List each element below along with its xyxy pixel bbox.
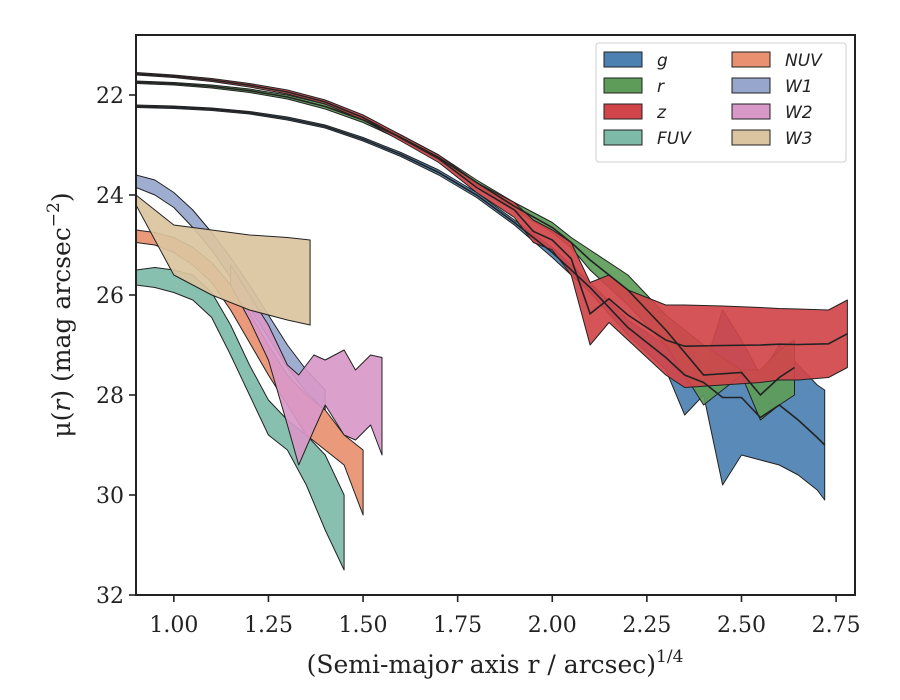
x-tick-label: 1.75 <box>433 613 482 638</box>
band-w2 <box>230 264 383 466</box>
y-axis-label-italic: r <box>47 398 76 412</box>
legend-swatch-g <box>603 51 643 68</box>
band-g <box>136 104 826 501</box>
legend-label-r: r <box>657 77 665 97</box>
x-axis-label: (Semi-major axis r / arcsec)1/4 <box>307 647 684 679</box>
legend-swatch-w1 <box>731 77 771 94</box>
y-axis-label-part1: μ( <box>47 412 76 438</box>
legend-swatch-fuv <box>603 129 643 146</box>
x-axis-ticks: 1.00 1.25 1.50 1.75 2.00 2.25 2.50 2.75 <box>149 595 861 638</box>
legend-swatch-w2 <box>731 103 771 120</box>
x-tick-label: 1.00 <box>149 613 198 638</box>
curve-r <box>136 81 795 397</box>
legend-swatch-r <box>603 77 643 94</box>
y-axis-label-part3: ) (mag arcsec <box>47 227 76 400</box>
y-axis-label-exponent: −2 <box>44 202 64 227</box>
legend-label-w3: W3 <box>785 129 813 149</box>
x-tick-label: 2.50 <box>717 613 766 638</box>
profile-curve-layer <box>136 73 848 446</box>
x-axis-label-part3: axis r / arcsec) <box>462 650 656 679</box>
x-tick-label: 2.75 <box>812 613 861 638</box>
legend-swatch-w3 <box>731 129 771 146</box>
y-tick-label: 24 <box>96 184 124 209</box>
x-axis-label-part1: (Semi-majo <box>307 650 450 679</box>
y-tick-label: 30 <box>96 484 124 509</box>
legend-label-z: z <box>656 103 667 123</box>
profile-fill-layer <box>136 72 848 571</box>
legend-label-nuv: NUV <box>785 51 823 71</box>
legend-swatch-nuv <box>731 51 771 68</box>
y-axis-label: μ(r) (mag arcsec−2) <box>44 192 76 437</box>
x-tick-label: 1.25 <box>244 613 293 638</box>
legend-label-w1: W1 <box>785 77 813 97</box>
legend-box <box>595 42 847 163</box>
legend-swatch-z <box>603 103 643 120</box>
x-axis-label-exponent: 1/4 <box>656 647 683 667</box>
x-tick-label: 1.50 <box>339 613 388 638</box>
y-axis-label-close: ) <box>47 192 76 202</box>
y-tick-label: 26 <box>96 284 124 309</box>
y-tick-label: 32 <box>96 584 124 609</box>
plot-frame <box>135 34 856 596</box>
y-tick-label: 22 <box>96 84 124 109</box>
legend: grz FUV NUV W1 W2 W3 <box>595 42 847 163</box>
legend-label-w2: W2 <box>785 103 813 123</box>
y-tick-label: 28 <box>96 384 124 409</box>
x-tick-label: 2.00 <box>528 613 577 638</box>
y-axis-ticks: 22 24 26 28 30 32 <box>96 84 136 609</box>
x-axis-label-italic: r <box>450 650 464 679</box>
band-w3 <box>136 194 311 326</box>
legend-label-g: g <box>657 51 668 71</box>
legend-label-fuv: FUV <box>657 129 692 149</box>
curve-g <box>136 105 826 446</box>
x-tick-label: 2.25 <box>622 613 671 638</box>
curve-z <box>136 73 848 348</box>
band-z <box>136 72 848 388</box>
